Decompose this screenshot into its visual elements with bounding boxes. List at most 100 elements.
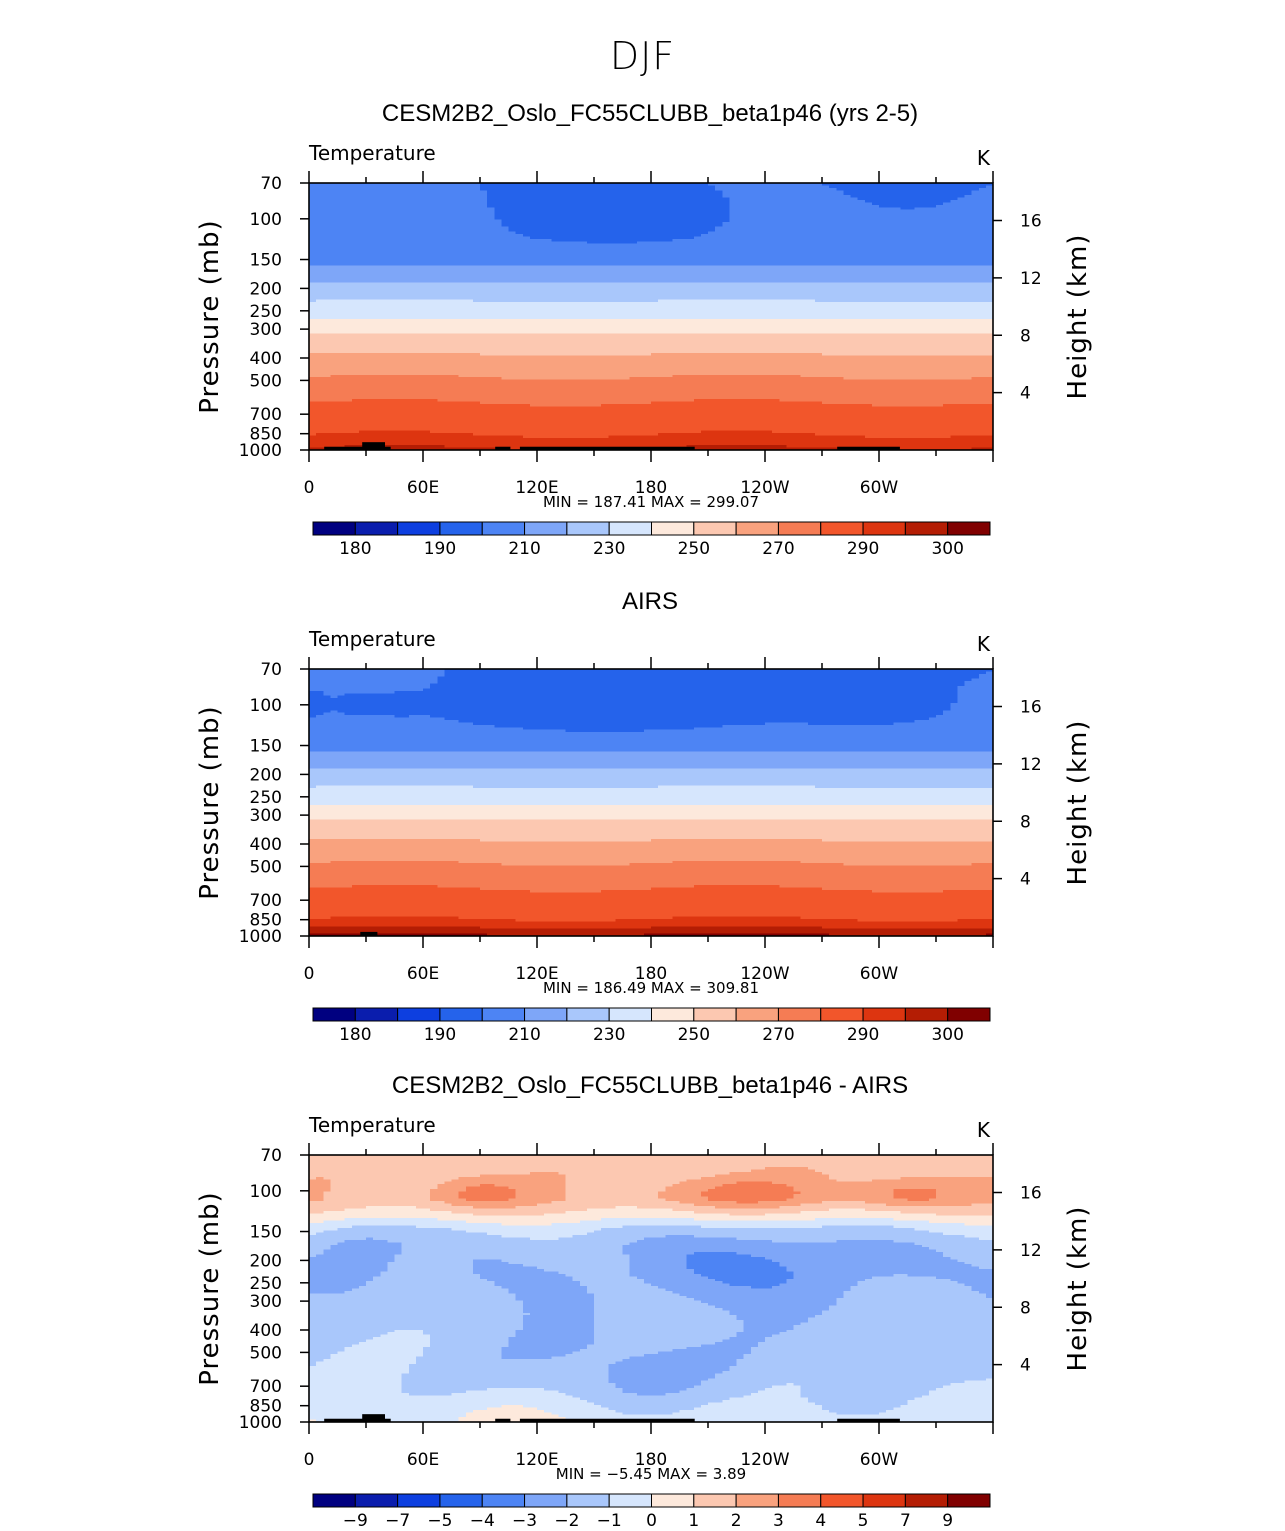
- contour-cell: [857, 183, 866, 187]
- contour-cell: [423, 199, 431, 204]
- contour-cell: [651, 192, 659, 196]
- contour-cell: [515, 195, 524, 199]
- contour-cell: [779, 185, 787, 189]
- contour-cell: [480, 195, 488, 199]
- contour-cell: [786, 195, 795, 199]
- contour-cell: [594, 185, 602, 189]
- contour-cell: [871, 190, 880, 194]
- contour-cell: [508, 183, 517, 187]
- contour-cell: [480, 185, 488, 189]
- contour-cell: [900, 202, 909, 206]
- contour-cell: [487, 199, 495, 204]
- contour-cell: [971, 192, 980, 196]
- contour-cell: [736, 190, 745, 194]
- contour-cell: [330, 204, 339, 208]
- contour-cell: [921, 192, 930, 196]
- contour-cell: [522, 187, 531, 191]
- contour-cell: [665, 199, 673, 204]
- contour-cell: [807, 192, 816, 196]
- contour-cell: [950, 187, 958, 191]
- contour-cell: [836, 202, 844, 206]
- contour-cell: [914, 187, 923, 191]
- contour-cell: [936, 183, 944, 187]
- contour-cell: [323, 192, 331, 196]
- contour-cell: [779, 195, 787, 199]
- contour-cell: [401, 192, 410, 196]
- contour-cell: [807, 190, 816, 194]
- contour-cell: [472, 197, 481, 201]
- contour-cell: [964, 192, 973, 196]
- contour-cell: [765, 197, 773, 201]
- contour-cell: [608, 187, 616, 191]
- contour-cell: [900, 192, 909, 196]
- contour-cell: [465, 192, 474, 196]
- contour-cell: [487, 190, 495, 194]
- contour-cell: [373, 192, 381, 196]
- contour-cell: [693, 192, 702, 196]
- contour-cell: [843, 187, 852, 191]
- contour-cell: [408, 185, 417, 189]
- contour-cell: [643, 199, 652, 204]
- contour-cell: [458, 197, 467, 201]
- contour-cell: [529, 197, 538, 201]
- contour-cell: [743, 185, 752, 189]
- contour-cell: [309, 185, 317, 189]
- contour-cell: [928, 185, 937, 189]
- contour-cell: [629, 190, 638, 194]
- contour-cell: [850, 199, 859, 204]
- contour-cell: [565, 202, 574, 206]
- contour-cell: [708, 195, 716, 199]
- contour-cell: [686, 183, 695, 187]
- contour-cell: [879, 192, 887, 196]
- contour-cell: [921, 195, 930, 199]
- contour-cell: [636, 192, 645, 196]
- contour-cell: [415, 190, 424, 194]
- contour-cell: [643, 192, 652, 196]
- contour-cell: [494, 195, 502, 199]
- contour-cell: [658, 190, 666, 194]
- contour-cell: [537, 190, 545, 194]
- contour-cell: [344, 187, 353, 191]
- contour-cell: [957, 187, 966, 191]
- contour-cell: [886, 185, 894, 189]
- contour-cell: [665, 202, 673, 206]
- contour-cell: [700, 195, 709, 199]
- contour-cell: [529, 199, 538, 204]
- contour-cell: [501, 192, 510, 196]
- contour-cell: [394, 187, 403, 191]
- contour-cell: [765, 199, 773, 204]
- contour-cell: [936, 197, 944, 201]
- contour-cell: [309, 202, 317, 206]
- contour-cell: [480, 197, 488, 201]
- contour-cell: [330, 192, 339, 196]
- contour-cell: [921, 197, 930, 201]
- contour-cell: [373, 185, 381, 189]
- contour-cell: [850, 183, 859, 187]
- contour-cell: [743, 183, 752, 187]
- contour-cell: [465, 199, 474, 204]
- contour-cell: [893, 197, 901, 201]
- contour-cell: [430, 185, 438, 189]
- contour-cell: [772, 183, 780, 187]
- contour-cell: [615, 195, 624, 199]
- contour-cell: [337, 190, 346, 194]
- contour-cell: [494, 187, 502, 191]
- contour-cell: [779, 192, 787, 196]
- contour-cell: [814, 202, 823, 206]
- contour-cell: [415, 187, 424, 191]
- contour-cell: [323, 199, 331, 204]
- contour-cell: [558, 202, 567, 206]
- contour-cell: [715, 192, 723, 196]
- contour-cell: [615, 202, 624, 206]
- contour-cell: [864, 183, 873, 187]
- contour-cell: [358, 190, 367, 194]
- contour-cell: [537, 192, 545, 196]
- contour-cell: [686, 190, 695, 194]
- contour-cell: [551, 185, 559, 189]
- contour-cell: [487, 195, 495, 199]
- contour-cell: [700, 185, 709, 189]
- contour-cell: [871, 185, 880, 189]
- contour-cell: [722, 195, 730, 199]
- contour-cell: [309, 190, 317, 194]
- contour-cell: [344, 204, 353, 208]
